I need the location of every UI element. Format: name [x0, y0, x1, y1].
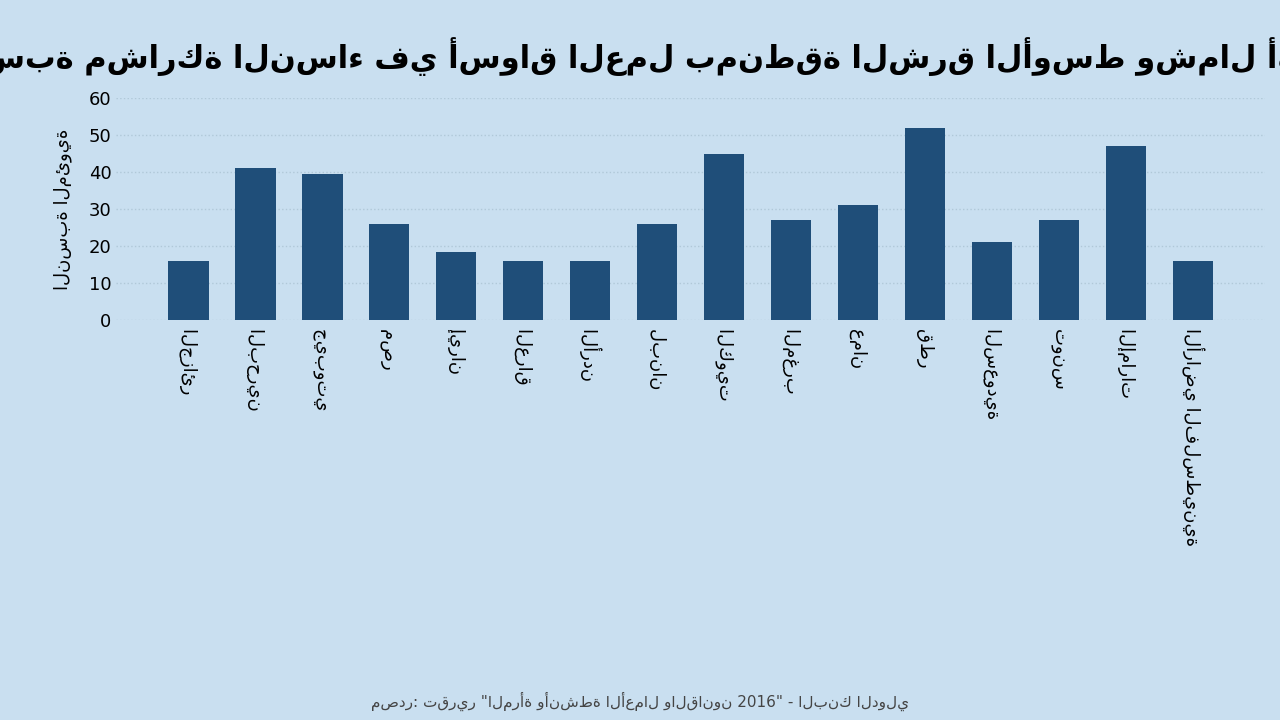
Bar — [302, 174, 343, 320]
Bar — [370, 224, 410, 320]
Bar — [236, 168, 275, 320]
Bar — [972, 243, 1012, 320]
Bar — [1106, 146, 1146, 320]
Bar — [503, 261, 543, 320]
Bar — [1172, 261, 1212, 320]
Bar — [570, 261, 611, 320]
Bar — [905, 127, 945, 320]
Bar — [704, 153, 744, 320]
Text: ‫مصدر: تقرير "المرأة وأنشطة الأعمال والقانون 2016" - البنك الدولي‬: ‫مصدر: تقرير "المرأة وأنشطة الأعمال والق… — [371, 692, 909, 711]
Bar — [169, 261, 209, 320]
Bar — [1039, 220, 1079, 320]
Bar — [838, 205, 878, 320]
Bar — [637, 224, 677, 320]
Bar — [771, 220, 812, 320]
Title: ‫نسبة مشاركة النساء في أسواق العمل بمنطقة الشرق الأوسط وشمال أفريقيا‬: ‫نسبة مشاركة النساء في أسواق العمل بمنطق… — [0, 37, 1280, 76]
Y-axis label: ‫النسبة المئوية‬: ‫النسبة المئوية‬ — [54, 128, 72, 289]
Bar — [436, 252, 476, 320]
